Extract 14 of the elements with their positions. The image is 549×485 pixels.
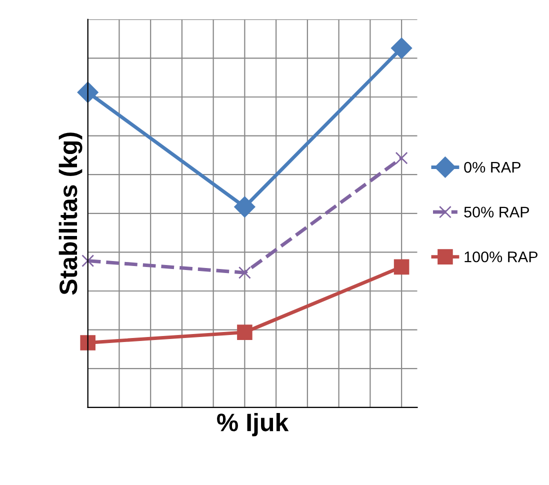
x-axis-title: % Ijuk <box>217 412 289 436</box>
point <box>238 266 251 279</box>
point <box>391 38 412 59</box>
point <box>80 335 96 350</box>
point <box>237 324 252 340</box>
point <box>234 196 256 218</box>
y-axis-title: Stabilitas (kg) <box>58 132 82 295</box>
point <box>77 82 98 103</box>
legend-label: 0% RAP <box>464 162 520 173</box>
legend-label: 50% RAP <box>464 206 529 218</box>
point <box>394 259 410 275</box>
point <box>82 254 94 268</box>
point <box>395 152 408 164</box>
legend-label: 100% RAP <box>464 251 538 262</box>
